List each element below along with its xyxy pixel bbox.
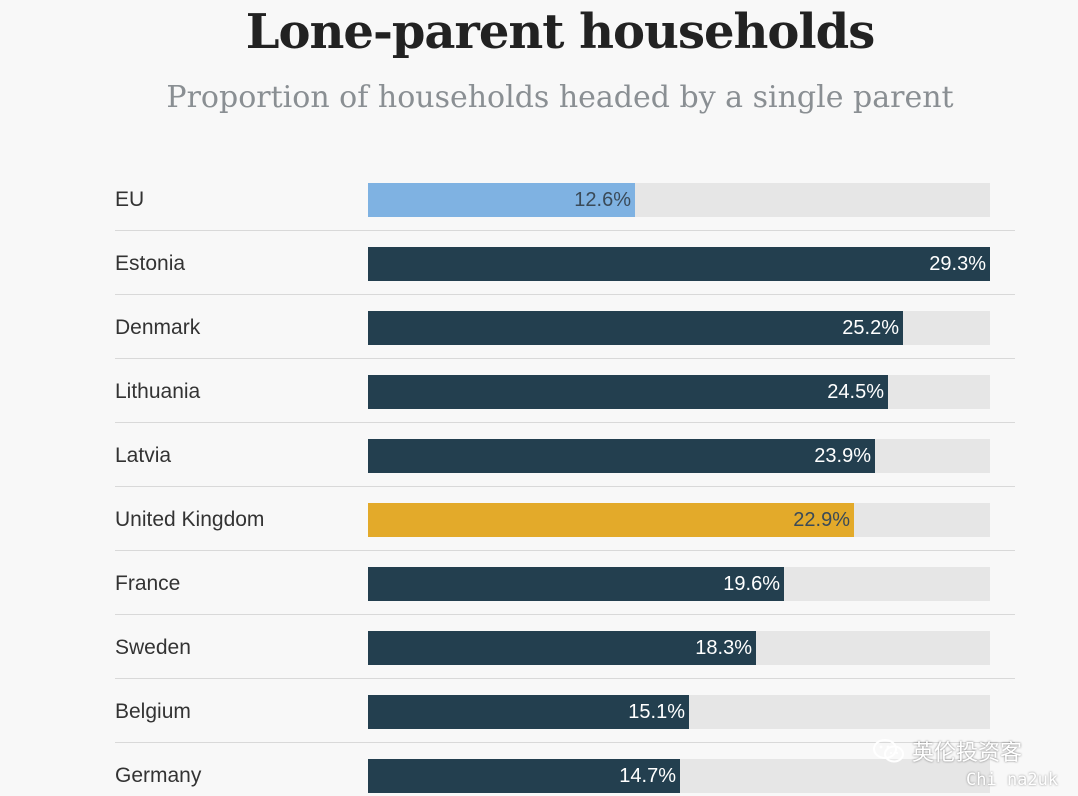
bar-row: France 19.6% bbox=[0, 567, 1078, 631]
row-divider bbox=[115, 550, 1015, 551]
bar bbox=[368, 439, 875, 473]
category-label: EU bbox=[115, 188, 145, 211]
bar-track: 18.3% bbox=[368, 631, 990, 665]
bar-track: 15.1% bbox=[368, 695, 990, 729]
bar-track: 12.6% bbox=[368, 183, 990, 217]
category-label: Estonia bbox=[115, 252, 186, 275]
bar-track: 19.6% bbox=[368, 567, 990, 601]
bar bbox=[368, 503, 854, 537]
bar-row: Sweden 18.3% bbox=[0, 631, 1078, 695]
row-divider bbox=[115, 294, 1015, 295]
row-divider bbox=[115, 230, 1015, 231]
category-label: France bbox=[115, 572, 181, 595]
bar bbox=[368, 311, 903, 345]
bar bbox=[368, 183, 635, 217]
bar-row: Lithuania 24.5% bbox=[0, 375, 1078, 439]
bar-track: 29.3% bbox=[368, 247, 990, 281]
row-divider bbox=[115, 614, 1015, 615]
value-label: 12.6% bbox=[574, 189, 631, 211]
value-label: 14.7% bbox=[619, 765, 676, 787]
bar-row: EU 12.6% bbox=[0, 183, 1078, 247]
bar bbox=[368, 375, 888, 409]
bar bbox=[368, 695, 689, 729]
watermark: 英伦投资客 bbox=[872, 736, 1022, 766]
chart-subtitle: Proportion of households headed by a sin… bbox=[166, 80, 954, 115]
category-label: Belgium bbox=[115, 700, 191, 723]
value-label: 15.1% bbox=[628, 701, 685, 723]
category-label: Lithuania bbox=[115, 380, 201, 403]
bar bbox=[368, 759, 680, 793]
bar bbox=[368, 631, 756, 665]
bar-row: Denmark 25.2% bbox=[0, 311, 1078, 375]
value-label: 19.6% bbox=[723, 573, 780, 595]
category-label: United Kingdom bbox=[115, 508, 265, 531]
row-divider bbox=[115, 422, 1015, 423]
row-divider bbox=[115, 742, 1015, 743]
wechat-icon bbox=[873, 739, 904, 763]
bar-row: Estonia 29.3% bbox=[0, 247, 1078, 311]
row-divider bbox=[115, 486, 1015, 487]
value-label: 18.3% bbox=[695, 637, 752, 659]
value-label: 24.5% bbox=[827, 381, 884, 403]
bar-track: 24.5% bbox=[368, 375, 990, 409]
watermark-text: 英伦投资客 bbox=[912, 741, 1023, 766]
bar-track: 25.2% bbox=[368, 311, 990, 345]
category-label: Latvia bbox=[115, 444, 172, 467]
bar-row: Germany 14.7% bbox=[0, 759, 1078, 796]
value-label: 22.9% bbox=[793, 509, 850, 531]
bar-track: 22.9% bbox=[368, 503, 990, 537]
bar-row: Belgium 15.1% bbox=[0, 695, 1078, 759]
value-label: 25.2% bbox=[842, 317, 899, 339]
value-label: 29.3% bbox=[929, 253, 986, 275]
bar bbox=[368, 567, 784, 601]
category-label: Germany bbox=[115, 764, 202, 787]
chart-title: Lone-parent households bbox=[245, 4, 876, 60]
watermark-subtext: Chi na2uk bbox=[966, 770, 1059, 790]
bar-row: United Kingdom 22.9% bbox=[0, 503, 1078, 567]
category-label: Sweden bbox=[115, 636, 191, 659]
bar-track: 23.9% bbox=[368, 439, 990, 473]
bar-track: 14.7% bbox=[368, 759, 990, 793]
bar-row: Latvia 23.9% bbox=[0, 439, 1078, 503]
bar bbox=[368, 247, 990, 281]
row-divider bbox=[115, 678, 1015, 679]
category-label: Denmark bbox=[115, 316, 201, 339]
value-label: 23.9% bbox=[814, 445, 871, 467]
row-divider bbox=[115, 358, 1015, 359]
